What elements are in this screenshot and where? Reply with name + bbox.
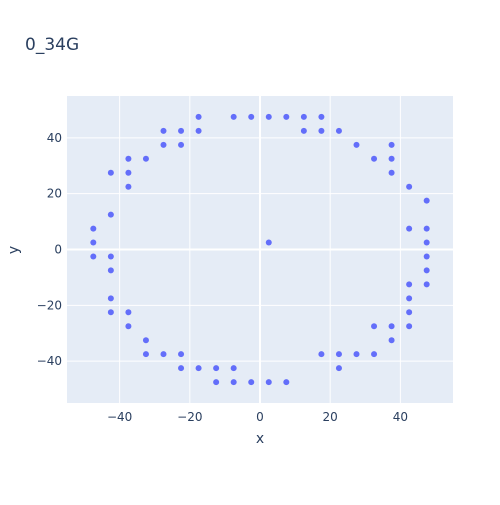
scatter-point: [195, 113, 202, 120]
scatter-point: [353, 141, 360, 148]
scatter-point: [178, 351, 185, 358]
x-tick-label: −20: [177, 410, 202, 424]
scatter-point: [178, 127, 185, 134]
scatter-point: [423, 225, 430, 232]
scatter-point: [388, 323, 395, 330]
scatter-point: [423, 197, 430, 204]
scatter-point: [283, 113, 290, 120]
scatter-point: [335, 365, 342, 372]
scatter-point: [230, 379, 237, 386]
x-tick-label: −40: [107, 410, 132, 424]
scatter-point: [230, 113, 237, 120]
y-tick-labels: −40 −20 0 20 40: [37, 131, 62, 368]
scatter-point: [230, 365, 237, 372]
scatter-point: [178, 141, 185, 148]
scatter-point: [265, 379, 272, 386]
scatter-point: [107, 267, 114, 274]
scatter-point: [107, 309, 114, 316]
scatter-point: [423, 253, 430, 260]
data-points: [90, 113, 430, 386]
scatter-point: [300, 127, 307, 134]
scatter-point: [388, 155, 395, 162]
scatter-point: [406, 295, 413, 302]
scatter-point: [160, 141, 167, 148]
scatter-point: [125, 169, 132, 176]
x-tick-label: 0: [256, 410, 264, 424]
scatter-point: [178, 365, 185, 372]
scatter-point: [406, 225, 413, 232]
scatter-point: [125, 309, 132, 316]
y-tick-label: −40: [37, 354, 62, 368]
scatter-point: [248, 113, 255, 120]
x-axis-title: x: [256, 431, 264, 447]
scatter-point: [406, 309, 413, 316]
scatter-point: [371, 155, 378, 162]
scatter-point: [160, 127, 167, 134]
scatter-point: [107, 169, 114, 176]
scatter-point: [388, 337, 395, 344]
y-tick-label: 0: [54, 243, 62, 257]
x-tick-label: 20: [323, 410, 338, 424]
scatter-point: [371, 351, 378, 358]
scatter-point: [406, 281, 413, 288]
x-tick-labels: −40 −20 0 20 40: [107, 410, 408, 424]
scatter-point: [142, 155, 149, 162]
scatter-point: [125, 183, 132, 190]
scatter-point: [283, 379, 290, 386]
x-tick-label: 40: [393, 410, 408, 424]
scatter-point: [318, 351, 325, 358]
scatter-point: [90, 239, 97, 246]
scatter-point: [318, 113, 325, 120]
scatter-point: [423, 281, 430, 288]
chart-title: 0_34G: [25, 35, 79, 55]
scatter-point: [90, 253, 97, 260]
scatter-point: [90, 225, 97, 232]
y-axis-title: y: [6, 246, 22, 254]
scatter-point: [371, 323, 378, 330]
scatter-point: [423, 239, 430, 246]
scatter-point: [213, 379, 220, 386]
y-tick-label: 40: [47, 131, 62, 145]
scatter-point: [142, 337, 149, 344]
scatter-point: [213, 365, 220, 372]
scatter-point: [125, 155, 132, 162]
scatter-point: [107, 295, 114, 302]
scatter-point: [248, 379, 255, 386]
scatter-point: [265, 239, 272, 246]
scatter-point: [125, 323, 132, 330]
scatter-point: [335, 351, 342, 358]
scatter-point: [195, 127, 202, 134]
scatter-point: [406, 323, 413, 330]
scatter-point: [318, 127, 325, 134]
scatter-point: [406, 183, 413, 190]
scatter-point: [107, 253, 114, 260]
scatter-point: [265, 113, 272, 120]
scatter-point: [160, 351, 167, 358]
y-tick-label: −20: [37, 298, 62, 312]
scatter-point: [423, 267, 430, 274]
scatter-point: [300, 113, 307, 120]
scatter-point: [142, 351, 149, 358]
scatter-point: [388, 169, 395, 176]
scatter-point: [335, 127, 342, 134]
grid-lines: [67, 96, 453, 403]
scatter-point: [388, 141, 395, 148]
y-tick-label: 20: [47, 187, 62, 201]
scatter-point: [107, 211, 114, 218]
scatter-point: [195, 365, 202, 372]
scatter-point: [353, 351, 360, 358]
